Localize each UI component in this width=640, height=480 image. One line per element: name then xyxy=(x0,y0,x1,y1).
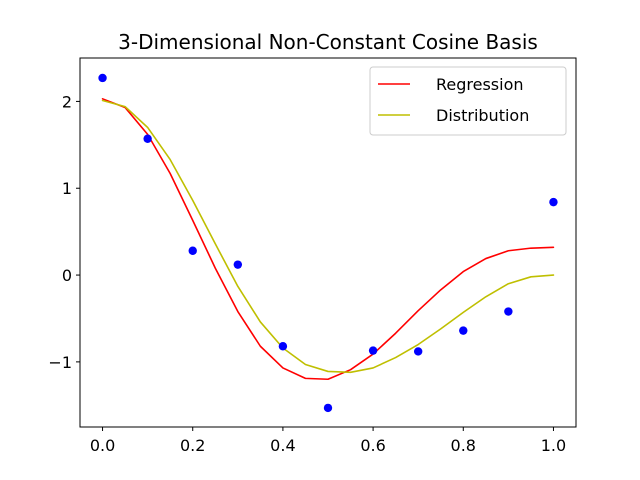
points-layer xyxy=(98,73,558,413)
y-tick-label: −1 xyxy=(48,353,72,372)
x-tick-label: 1.0 xyxy=(541,436,566,455)
legend-label: Distribution xyxy=(436,106,529,125)
series-line-distribution xyxy=(101,99,555,374)
data-point xyxy=(323,403,333,413)
x-tick-label: 0.8 xyxy=(451,436,476,455)
x-axis: 0.0 0.2 0.4 0.6 0.8 1.0 xyxy=(90,427,566,455)
data-point xyxy=(233,260,243,269)
data-point xyxy=(413,347,423,356)
data-point xyxy=(278,342,288,351)
data-point xyxy=(143,134,152,143)
series-layer xyxy=(101,98,555,381)
data-point xyxy=(368,346,378,355)
y-axis: −1 0 1 2 xyxy=(48,92,80,372)
legend-label: Regression xyxy=(436,75,524,94)
data-point xyxy=(188,246,197,255)
legend: Regression Distribution xyxy=(369,66,567,136)
chart-title: 3-Dimensional Non-Constant Cosine Basis xyxy=(118,30,538,54)
y-tick-label: 1 xyxy=(62,179,72,198)
y-tick-label: 2 xyxy=(62,92,72,111)
x-tick-label: 0.6 xyxy=(360,436,385,455)
x-tick-label: 0.4 xyxy=(270,436,295,455)
plot-frame xyxy=(79,57,577,428)
x-tick-label: 0.2 xyxy=(180,436,205,455)
y-tick-label: 0 xyxy=(62,266,72,285)
data-point xyxy=(504,307,513,316)
series-line-regression xyxy=(101,98,555,381)
data-point xyxy=(98,73,107,83)
data-point xyxy=(549,197,558,207)
data-point xyxy=(459,326,468,335)
x-tick-label: 0.0 xyxy=(90,436,115,455)
legend-box xyxy=(369,66,567,136)
